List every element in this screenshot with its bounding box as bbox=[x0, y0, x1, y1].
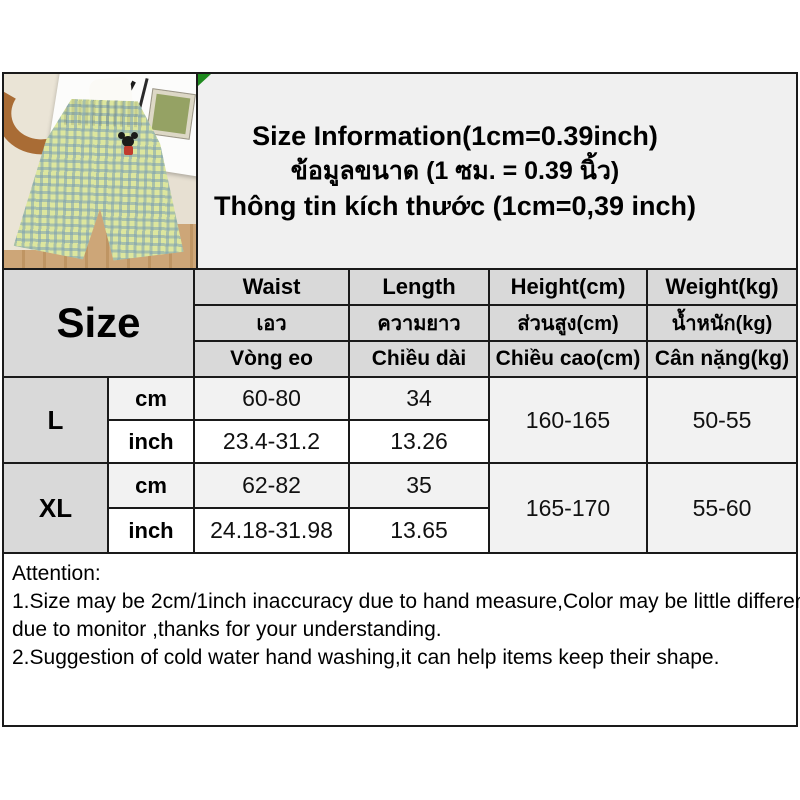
size-info-title-vi: Thông tin kích thước (1cm=0,39 inch) bbox=[213, 190, 697, 221]
header-weight-th: น้ำหนัก(kg) bbox=[646, 304, 797, 342]
cell-XL-waist-inch: 24.18-31.98 bbox=[193, 507, 351, 554]
unit-L-cm: cm bbox=[106, 376, 196, 421]
size-info-title-th: ข้อมูลขนาด (1 ซม. = 0.39 นิ้ว) bbox=[290, 156, 620, 185]
size-table: Size Waist Length Height(cm) Weight(kg) … bbox=[4, 268, 797, 554]
cell-XL-length-cm: 35 bbox=[348, 462, 491, 509]
waistband-graphic bbox=[64, 99, 143, 128]
attention-line: 1.Size may be 2cm/1inch inaccuracy due t… bbox=[12, 590, 800, 613]
picture-frame-prop bbox=[146, 88, 196, 140]
row-label-L: L bbox=[4, 376, 109, 464]
header-length-th: ความยาว bbox=[348, 304, 491, 342]
cell-L-height: 160-165 bbox=[488, 376, 649, 464]
unit-L-inch: inch bbox=[106, 419, 196, 464]
attention-heading: Attention: bbox=[12, 562, 101, 585]
product-photo bbox=[4, 74, 198, 268]
header-weight-vi: Cân nặng(kg) bbox=[646, 340, 797, 378]
unit-XL-inch: inch bbox=[106, 507, 196, 554]
mickey-embroidery-icon bbox=[122, 136, 134, 147]
cell-XL-weight: 55-60 bbox=[646, 462, 797, 554]
cell-XL-height: 165-170 bbox=[488, 462, 649, 554]
cell-L-waist-inch: 23.4-31.2 bbox=[193, 419, 351, 464]
unit-XL-cm: cm bbox=[106, 462, 196, 509]
mickey-embroidery-icon bbox=[131, 132, 138, 139]
header-weight-en: Weight(kg) bbox=[646, 268, 797, 306]
mickey-embroidery-icon bbox=[124, 146, 133, 155]
cell-XL-length-inch: 13.65 bbox=[348, 507, 491, 554]
cell-L-length-cm: 34 bbox=[348, 376, 491, 421]
content-box: Size Information(1cm=0.39inch) ข้อมูลขนา… bbox=[2, 72, 800, 727]
mickey-embroidery-icon bbox=[118, 132, 125, 139]
size-corner-label: Size bbox=[4, 268, 196, 378]
attention-line: due to monitor ,thanks for your understa… bbox=[12, 618, 442, 641]
header-height-th: ส่วนสูง(cm) bbox=[488, 304, 649, 342]
header-waist-th: เอว bbox=[193, 304, 351, 342]
attention-line: 2.Suggestion of cold water hand washing,… bbox=[12, 646, 720, 669]
size-info-title-en: Size Information(1cm=0.39inch) bbox=[252, 120, 658, 151]
title-panel: Size Information(1cm=0.39inch) ข้อมูลขนา… bbox=[198, 74, 796, 268]
header-length-en: Length bbox=[348, 268, 491, 306]
header-waist-en: Waist bbox=[193, 268, 351, 306]
header-height-vi: Chiều cao(cm) bbox=[488, 340, 649, 378]
cell-L-length-inch: 13.26 bbox=[348, 419, 491, 464]
row-label-XL: XL bbox=[4, 462, 109, 554]
header-length-vi: Chiều dài bbox=[348, 340, 491, 378]
cell-XL-waist-cm: 62-82 bbox=[193, 462, 351, 509]
cell-L-waist-cm: 60-80 bbox=[193, 376, 351, 421]
header-height-en: Height(cm) bbox=[488, 268, 649, 306]
top-row: Size Information(1cm=0.39inch) ข้อมูลขนา… bbox=[4, 74, 796, 268]
cell-L-weight: 50-55 bbox=[646, 376, 797, 464]
header-waist-vi: Vòng eo bbox=[193, 340, 351, 378]
corner-marker-icon bbox=[198, 74, 211, 86]
attention-notes: Attention: 1.Size may be 2cm/1inch inacc… bbox=[4, 554, 800, 725]
